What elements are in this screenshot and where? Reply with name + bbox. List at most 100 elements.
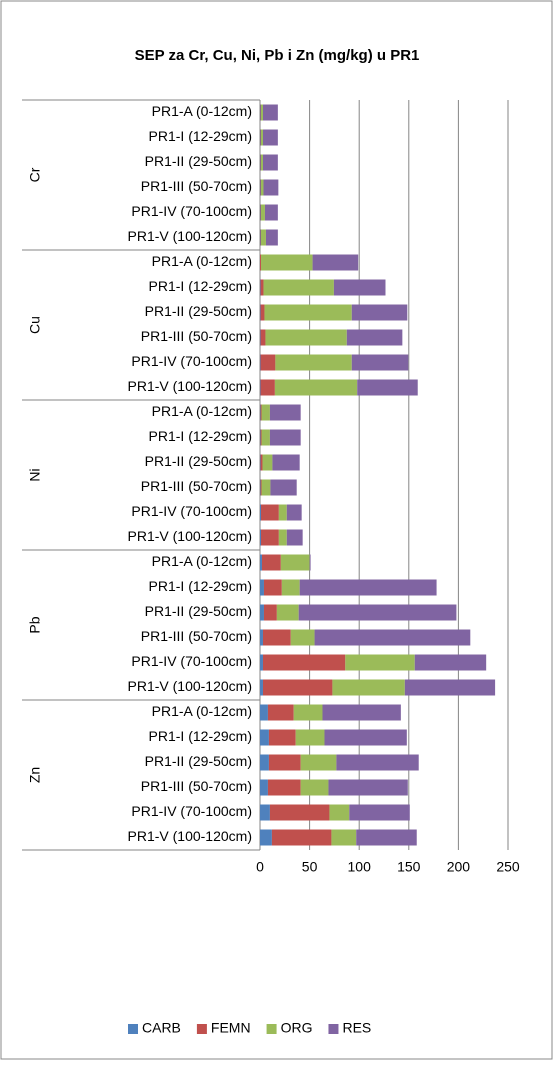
y-tick-label: PR1-III (50-70cm) [141, 628, 252, 644]
y-tick-label: PR1-V (100-120cm) [128, 828, 253, 844]
bar-segment [405, 680, 495, 696]
bar-segment [260, 630, 263, 646]
bar-segment [260, 355, 275, 371]
legend-swatch [267, 1024, 277, 1034]
bar-segment [334, 280, 386, 296]
bar-segment [261, 230, 266, 246]
bar-segment [272, 455, 299, 471]
group-label: Cu [27, 316, 43, 334]
bar-segment [352, 305, 408, 321]
bar-segment [282, 580, 300, 596]
x-tick-label: 250 [496, 859, 520, 875]
x-tick-label: 100 [348, 859, 372, 875]
bar-segment [268, 705, 294, 721]
bar-segment [275, 380, 357, 396]
bar-segment [260, 430, 261, 446]
bar-segment [260, 280, 263, 296]
bar-segment [260, 530, 261, 546]
bar-segment [260, 730, 269, 746]
y-tick-label: PR1-IV (70-100cm) [131, 803, 252, 819]
bar-segment [262, 555, 281, 571]
bar-segment [270, 405, 301, 421]
y-tick-label: PR1-II (29-50cm) [145, 603, 252, 619]
y-tick-label: PR1-I (12-29cm) [149, 578, 252, 594]
bar-segment [336, 755, 418, 771]
x-tick-label: 50 [302, 859, 318, 875]
bar-segment [332, 680, 404, 696]
bar-segment [261, 505, 279, 521]
bar-segment [263, 130, 278, 146]
legend-label: FEMN [211, 1020, 251, 1036]
y-tick-label: PR1-II (29-50cm) [145, 753, 252, 769]
bar-segment [287, 505, 302, 521]
bar-segment [269, 730, 296, 746]
bar-segment [349, 805, 410, 821]
bar-segment [261, 430, 269, 446]
bar-segment [415, 655, 486, 671]
y-tick-label: PR1-I (12-29cm) [149, 278, 252, 294]
bar-segment [272, 830, 332, 846]
bar-segment [352, 355, 409, 371]
legend-swatch [197, 1024, 207, 1034]
bar-segment [260, 455, 262, 471]
bar-segment [261, 205, 265, 221]
bar-segment [260, 405, 261, 421]
bar-segment [270, 805, 330, 821]
chart-title: SEP za Cr, Cu, Ni, Pb i Zn (mg/kg) u PR1 [135, 47, 420, 64]
y-tick-label: PR1-III (50-70cm) [141, 328, 252, 344]
bar-segment [296, 730, 325, 746]
bar-segment [264, 605, 277, 621]
bar-segment [263, 630, 291, 646]
y-tick-label: PR1-II (29-50cm) [145, 303, 252, 319]
x-tick-label: 150 [397, 859, 421, 875]
bar-segment [260, 805, 270, 821]
bar-segment [300, 580, 437, 596]
bar-segment [260, 755, 269, 771]
bar-segment [356, 830, 417, 846]
bar-segment [268, 780, 301, 796]
bar-segment [281, 555, 310, 571]
y-tick-label: PR1-I (12-29cm) [149, 128, 252, 144]
bar-segment [347, 330, 403, 346]
bar-segment [291, 630, 315, 646]
bar-segment [269, 755, 301, 771]
bar-segment [266, 230, 278, 246]
bar-segment [260, 330, 265, 346]
bar-segment [260, 480, 261, 496]
bar-segment [270, 430, 301, 446]
bar-segment [279, 530, 287, 546]
legend-swatch [128, 1024, 138, 1034]
legend-label: RES [342, 1020, 371, 1036]
bar-segment [331, 830, 356, 846]
bar-segment [315, 630, 471, 646]
bar-segment [270, 480, 296, 496]
bar-segment [261, 130, 263, 146]
bar-segment [260, 505, 261, 521]
legend-label: CARB [142, 1020, 181, 1036]
group-label: Cr [27, 167, 43, 182]
bar-segment [263, 680, 332, 696]
bar-segment [301, 780, 329, 796]
y-tick-label: PR1-III (50-70cm) [141, 478, 252, 494]
group-label: Pb [27, 616, 43, 633]
y-tick-label: PR1-II (29-50cm) [145, 153, 252, 169]
bar-segment [261, 530, 279, 546]
y-tick-label: PR1-IV (70-100cm) [131, 353, 252, 369]
y-tick-label: PR1-I (12-29cm) [149, 728, 252, 744]
bar-segment [260, 780, 268, 796]
bar-segment [260, 580, 264, 596]
y-tick-label: PR1-A (0-12cm) [152, 703, 252, 719]
y-tick-label: PR1-II (29-50cm) [145, 453, 252, 469]
bar-segment [261, 480, 270, 496]
bar-segment [261, 105, 263, 121]
bar-segment [263, 105, 278, 121]
y-tick-label: PR1-V (100-120cm) [128, 528, 253, 544]
bar-segment [260, 380, 274, 396]
bar-segment [265, 205, 278, 221]
y-tick-label: PR1-A (0-12cm) [152, 103, 252, 119]
bar-segment [260, 705, 268, 721]
y-tick-label: PR1-A (0-12cm) [152, 403, 252, 419]
bar-segment [261, 255, 313, 271]
group-label: Zn [27, 767, 43, 783]
legend-label: ORG [281, 1020, 313, 1036]
